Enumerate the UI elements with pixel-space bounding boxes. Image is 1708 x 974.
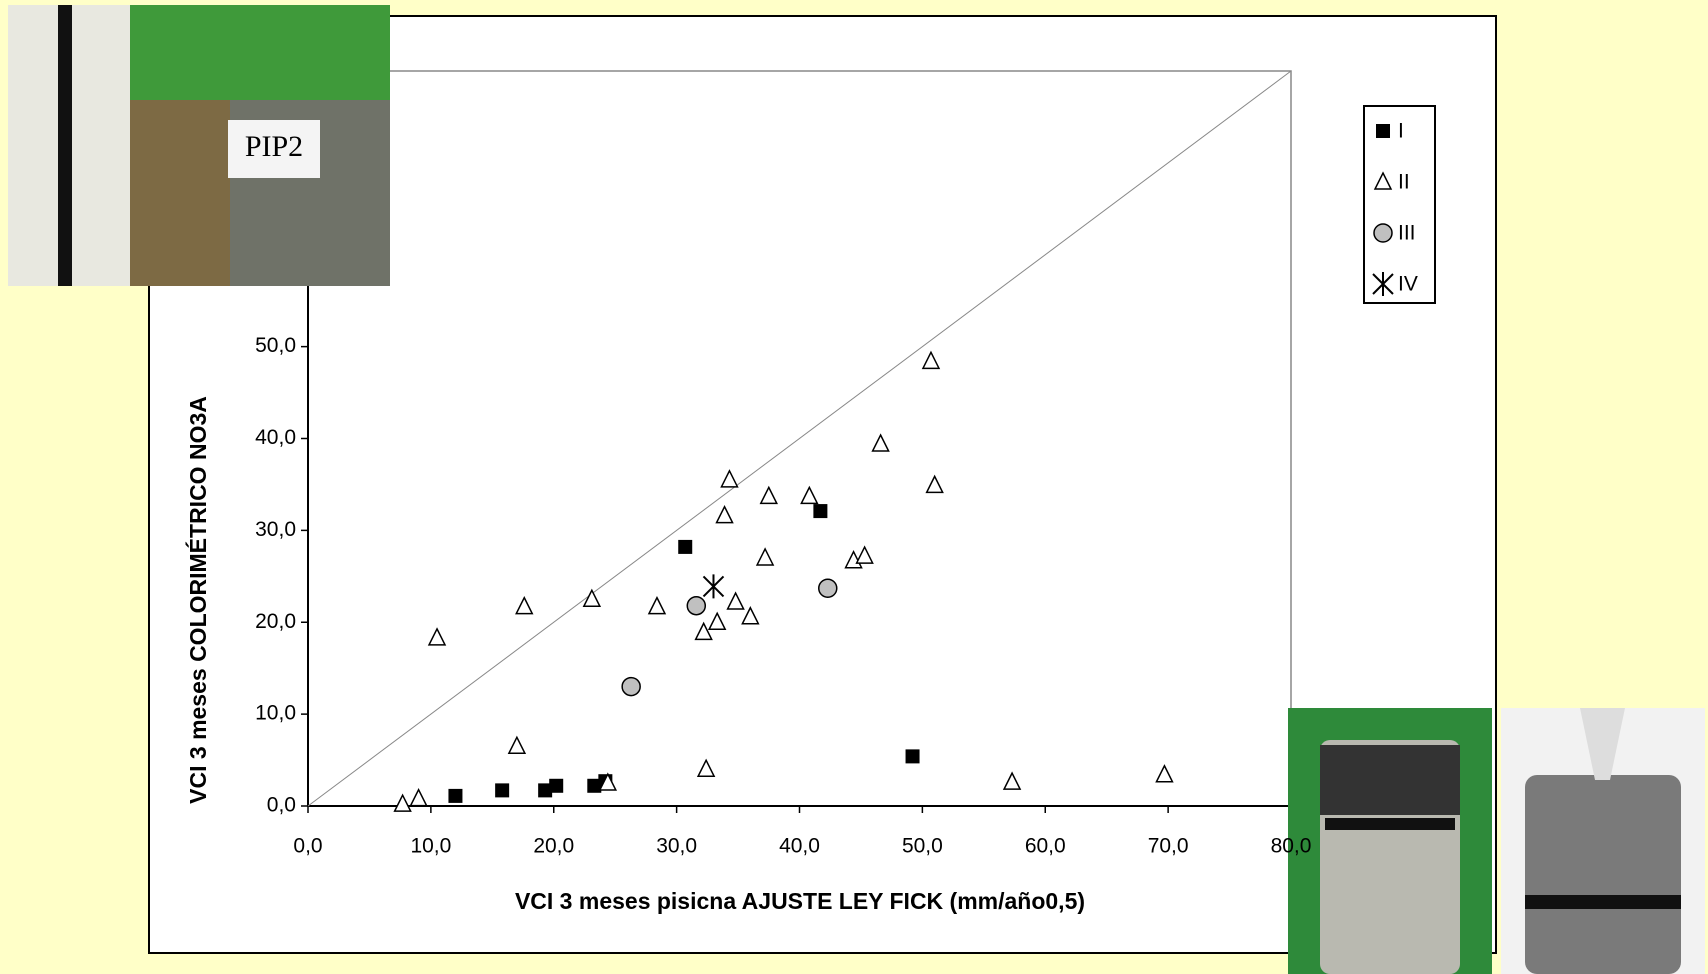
x-tick-label: 60,0 (1025, 835, 1066, 858)
x-tick-label: 80,0 (1271, 835, 1312, 858)
point (715, 504, 734, 524)
x-tick-label: 30,0 (656, 835, 697, 858)
legend-label: II (1398, 171, 1410, 194)
legend-marker (1373, 223, 1393, 243)
photo-top-left: PIP2 (8, 5, 390, 286)
point (702, 574, 725, 599)
x-tick-label: 40,0 (779, 835, 820, 858)
point (448, 788, 463, 803)
point (726, 591, 745, 610)
legend-marker (1372, 272, 1394, 296)
point (686, 595, 707, 616)
legend-label: IV (1398, 273, 1418, 296)
y-tick-label: 0,0 (267, 794, 296, 817)
y-tick-label: 50,0 (255, 334, 296, 357)
photo-label: PIP2 (245, 130, 303, 163)
legend-box (1363, 105, 1436, 304)
x-tick-label: 10,0 (410, 835, 451, 858)
point (800, 485, 819, 505)
point (925, 474, 944, 494)
point (741, 606, 760, 625)
point (1002, 771, 1022, 790)
point (538, 783, 553, 798)
x-tick-label: 70,0 (1148, 835, 1189, 858)
point (409, 787, 428, 807)
point (515, 595, 534, 615)
point (647, 595, 667, 615)
legend-label: I (1398, 120, 1404, 143)
point (694, 621, 713, 641)
x-tick-label: 0,0 (293, 835, 322, 858)
point (393, 793, 412, 812)
point (678, 539, 693, 554)
point (813, 504, 828, 519)
point (921, 350, 941, 370)
point (507, 735, 527, 755)
point (818, 578, 838, 599)
point (1155, 764, 1174, 783)
point (871, 433, 890, 452)
point (759, 485, 778, 505)
point (720, 469, 739, 488)
x-tick-label: 20,0 (533, 835, 574, 858)
y-tick-label: 10,0 (255, 702, 296, 725)
y-axis-title: VCI 3 meses COLORIMÉTRICO NO3A (184, 396, 211, 804)
point (427, 627, 447, 646)
legend-marker (1376, 124, 1390, 138)
point (587, 778, 602, 793)
x-axis-title: VCI 3 meses pisicna AJUSTE LEY FICK (mm/… (515, 888, 1085, 914)
photo-bottom-2 (1501, 708, 1705, 974)
x-tick-label: 50,0 (902, 835, 943, 858)
point (855, 545, 874, 564)
point (905, 749, 920, 764)
legend-marker (1373, 171, 1393, 190)
point (549, 778, 564, 793)
point (598, 772, 618, 791)
point (707, 611, 727, 630)
point (582, 588, 602, 608)
y-tick-label: 30,0 (255, 518, 296, 541)
point (495, 783, 510, 798)
y-tick-label: 40,0 (255, 426, 296, 449)
point (621, 676, 641, 697)
y-tick-label: 20,0 (255, 610, 296, 633)
photo-bottom-1 (1288, 708, 1492, 974)
point (696, 758, 716, 777)
point (755, 547, 775, 566)
reference-line (307, 70, 1292, 807)
legend-label: III (1398, 222, 1416, 245)
